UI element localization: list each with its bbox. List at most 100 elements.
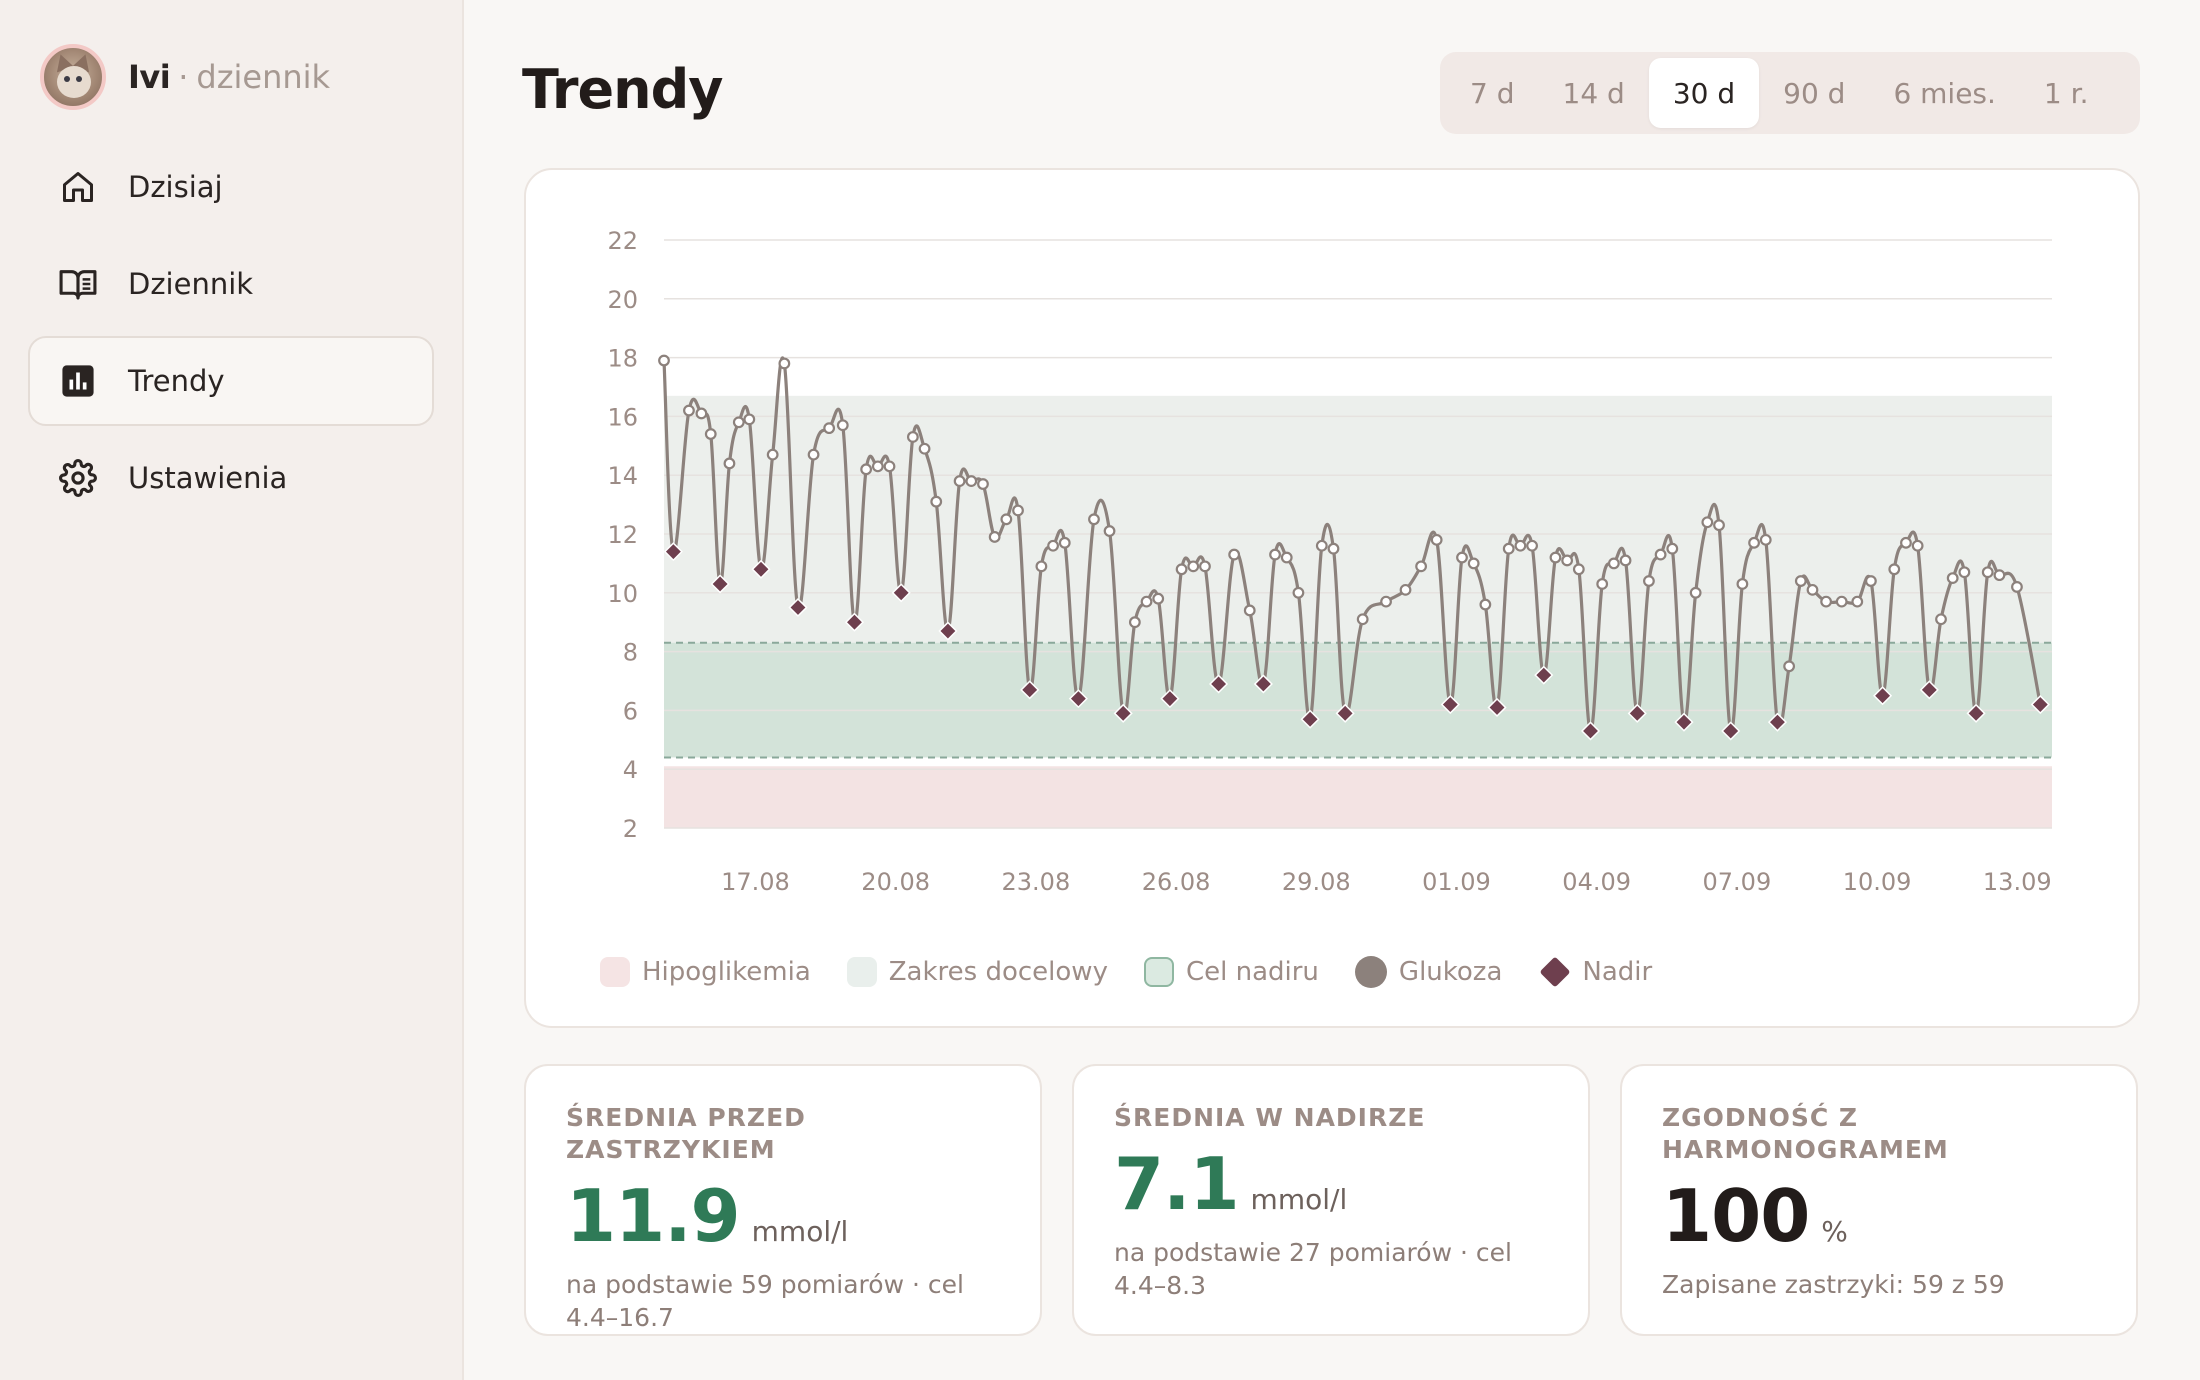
glucose-point xyxy=(1748,536,1760,549)
glucose-point xyxy=(1549,551,1562,564)
nadir-target-band xyxy=(664,642,2052,758)
glucose-chart[interactable]: 2 4 6 8 10 12 14 16 18 20 22 17.08 20.08 23.08 26.08 29… xyxy=(526,170,2142,930)
sidebar-item-dziennik[interactable]: Dziennik xyxy=(28,239,434,329)
nadir-point xyxy=(1335,703,1355,723)
sidebar-item-dzisiaj[interactable]: Dzisiaj xyxy=(28,142,434,232)
nadir-point xyxy=(1580,721,1601,741)
glucose-point xyxy=(883,460,896,473)
legend-swatch-hypo xyxy=(600,957,630,987)
glucose-point xyxy=(723,457,736,470)
stat-value: 100 xyxy=(1662,1174,1810,1258)
glucose-point xyxy=(1187,560,1200,573)
stat-value-row: 7.1 mmol/l xyxy=(1114,1142,1548,1226)
glucose-point xyxy=(743,413,756,426)
legend-item-nadir-target[interactable]: Cel nadiru xyxy=(1143,957,1319,987)
glucose-point xyxy=(1643,575,1655,587)
glucose-point xyxy=(1280,551,1293,564)
glucose-chart-card: 2 4 6 8 10 12 14 16 18 20 22 17.08 20.08 23.08 26.08 29… xyxy=(524,168,2140,1028)
glucose-point xyxy=(1713,519,1725,532)
range-6m[interactable]: 6 mies. xyxy=(1893,76,1996,110)
glucose-point xyxy=(807,448,820,461)
x-tick-label: 04.09 xyxy=(1562,868,1631,896)
glucose-point xyxy=(860,463,873,476)
glucose-point xyxy=(930,495,943,508)
glucose-point xyxy=(1900,536,1912,549)
glucose-point xyxy=(1456,551,1468,564)
sidebar-item-label: Dzisiaj xyxy=(128,170,223,204)
glucose-point xyxy=(1140,595,1153,608)
nadir-point xyxy=(938,621,958,641)
range-selector: 7 d 14 d 30 d 90 d 6 mies. 1 r. xyxy=(1440,52,2140,134)
nadir-point xyxy=(1873,686,1893,706)
nadir-point xyxy=(1068,689,1088,709)
range-7d[interactable]: 7 d xyxy=(1470,76,1515,110)
glucose-point xyxy=(1835,595,1848,608)
chart-legend: Hipoglikemia Zakres docelowy Cel nadiru … xyxy=(600,956,1688,988)
legend-label: Nadir xyxy=(1582,957,1653,987)
glucose-point xyxy=(1269,548,1281,561)
nadir-point xyxy=(1020,680,1040,700)
legend-item-nadir[interactable]: Nadir xyxy=(1538,956,1653,988)
glucose-point xyxy=(704,428,717,440)
glucose-point xyxy=(1654,548,1667,561)
y-tick-label: 6 xyxy=(623,697,638,725)
nadir-point xyxy=(710,574,730,594)
stat-value-row: 11.9 mmol/l xyxy=(566,1174,1000,1258)
glucose-point xyxy=(1035,560,1048,573)
nadir-point xyxy=(1209,674,1229,694)
range-90d[interactable]: 90 d xyxy=(1783,76,1846,110)
y-tick-label: 22 xyxy=(607,227,638,255)
stat-note: na podstawie 27 pomiarów · cel 4.4–8.3 xyxy=(1114,1238,1512,1300)
sidebar-item-trendy[interactable]: Trendy xyxy=(28,336,434,426)
glucose-point xyxy=(1128,616,1141,629)
glucose-point xyxy=(1946,572,1959,585)
glucose-point xyxy=(1047,539,1059,552)
y-tick-label: 20 xyxy=(607,286,638,314)
avatar[interactable] xyxy=(40,44,106,110)
home-icon xyxy=(58,167,98,207)
legend-item-hypo[interactable]: Hipoglikemia xyxy=(600,957,811,987)
glucose-point xyxy=(1000,513,1013,526)
nadir-point xyxy=(2030,694,2050,715)
glucose-point xyxy=(1736,578,1749,590)
x-tick-label: 17.08 xyxy=(721,868,790,896)
y-tick-label: 8 xyxy=(623,639,638,667)
glucose-point xyxy=(732,416,745,429)
glucose-point xyxy=(1865,575,1877,587)
sidebar-item-label: Dziennik xyxy=(128,267,254,301)
bar-chart-icon xyxy=(58,361,98,401)
legend-item-glucose[interactable]: Glukoza xyxy=(1354,956,1502,988)
x-tick-label: 07.09 xyxy=(1703,868,1772,896)
nadir-point xyxy=(1160,689,1180,709)
glucose-point xyxy=(1243,604,1256,617)
x-tick-label: 13.09 xyxy=(1983,868,2052,896)
nadir-point xyxy=(788,597,808,618)
stat-value: 7.1 xyxy=(1114,1142,1240,1226)
sidebar-nav: Dzisiaj Dziennik Trendy Ustawienia xyxy=(28,142,434,530)
nadir-point xyxy=(1767,712,1787,732)
x-tick-label: 29.08 xyxy=(1282,868,1351,896)
sidebar-item-label: Ustawienia xyxy=(128,461,288,495)
nadir-point xyxy=(891,583,911,603)
glucose-point xyxy=(1315,539,1328,552)
glucose-point xyxy=(695,407,708,420)
brand-subtitle: dziennik xyxy=(196,58,331,96)
range-30d[interactable]: 30 d xyxy=(1648,58,1760,128)
glucose-point xyxy=(1175,563,1188,576)
glucose-point xyxy=(871,460,884,473)
sidebar-item-ustawienia[interactable]: Ustawienia xyxy=(28,433,434,523)
range-1y[interactable]: 1 r. xyxy=(2043,76,2089,110)
range-14d[interactable]: 14 d xyxy=(1562,76,1625,110)
glucose-point xyxy=(1607,557,1620,570)
glucose-point xyxy=(1689,586,1702,599)
y-tick-label: 4 xyxy=(623,756,638,784)
glucose-point xyxy=(1152,592,1165,605)
glucose-point xyxy=(1058,536,1071,549)
glucose-point xyxy=(1356,613,1369,626)
legend-item-target[interactable]: Zakres docelowy xyxy=(846,957,1108,987)
y-tick-label: 10 xyxy=(607,580,638,608)
hypo-band xyxy=(664,766,2052,828)
y-tick-label: 16 xyxy=(607,403,638,431)
stat-unit: mmol/l xyxy=(1250,1183,1348,1216)
book-icon xyxy=(58,264,98,304)
